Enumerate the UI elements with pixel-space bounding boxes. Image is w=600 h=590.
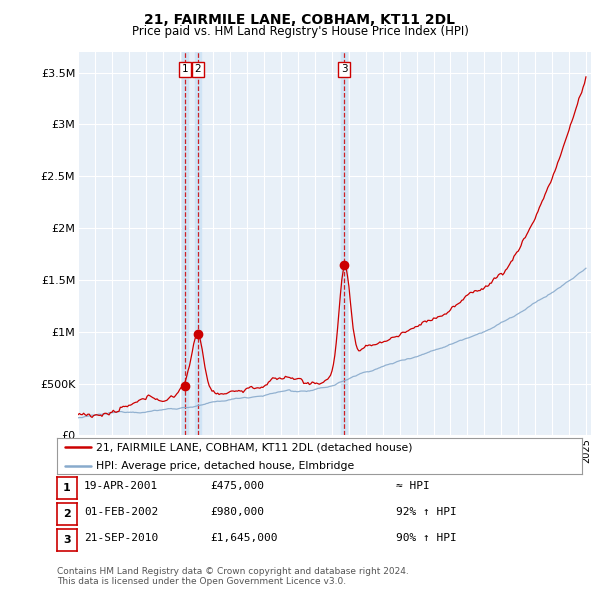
Text: 01-FEB-2002: 01-FEB-2002 bbox=[84, 507, 158, 517]
Bar bbox=[341, 52, 347, 435]
Text: Price paid vs. HM Land Registry's House Price Index (HPI): Price paid vs. HM Land Registry's House … bbox=[131, 25, 469, 38]
Text: 3: 3 bbox=[63, 535, 71, 545]
Text: 2: 2 bbox=[194, 64, 201, 74]
Text: ≈ HPI: ≈ HPI bbox=[396, 481, 430, 491]
Text: 1: 1 bbox=[63, 483, 71, 493]
Text: 92% ↑ HPI: 92% ↑ HPI bbox=[396, 507, 457, 517]
Text: 21, FAIRMILE LANE, COBHAM, KT11 2DL (detached house): 21, FAIRMILE LANE, COBHAM, KT11 2DL (det… bbox=[97, 442, 413, 452]
Text: Contains HM Land Registry data © Crown copyright and database right 2024.
This d: Contains HM Land Registry data © Crown c… bbox=[57, 567, 409, 586]
Text: £475,000: £475,000 bbox=[210, 481, 264, 491]
Text: 3: 3 bbox=[341, 64, 347, 74]
Text: 2: 2 bbox=[63, 509, 71, 519]
Text: £1,645,000: £1,645,000 bbox=[210, 533, 277, 543]
Text: £980,000: £980,000 bbox=[210, 507, 264, 517]
Text: HPI: Average price, detached house, Elmbridge: HPI: Average price, detached house, Elmb… bbox=[97, 461, 355, 471]
Bar bbox=[195, 52, 201, 435]
Text: 21, FAIRMILE LANE, COBHAM, KT11 2DL: 21, FAIRMILE LANE, COBHAM, KT11 2DL bbox=[145, 13, 455, 27]
Text: 1: 1 bbox=[181, 64, 188, 74]
Text: 19-APR-2001: 19-APR-2001 bbox=[84, 481, 158, 491]
Bar bbox=[182, 52, 188, 435]
Text: 21-SEP-2010: 21-SEP-2010 bbox=[84, 533, 158, 543]
Text: 90% ↑ HPI: 90% ↑ HPI bbox=[396, 533, 457, 543]
